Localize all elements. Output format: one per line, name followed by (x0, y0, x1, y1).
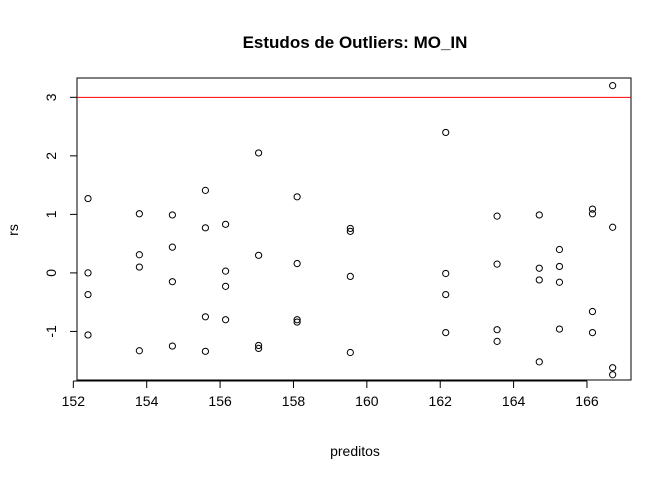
data-point (221, 220, 230, 228)
data-point (346, 224, 354, 233)
data-point (168, 211, 176, 219)
data-point (201, 186, 210, 194)
plot-frame (76, 77, 632, 381)
data-point (84, 331, 92, 339)
data-point (555, 278, 564, 286)
data-point (535, 211, 543, 219)
y-tick-label: 3 (43, 93, 59, 101)
data-point (221, 282, 230, 290)
data-point (221, 316, 230, 324)
x-tick-label: 166 (575, 393, 599, 409)
y-axis-label: rs (5, 224, 21, 236)
x-tick-label: 152 (62, 393, 86, 409)
data-point (609, 364, 617, 372)
x-tick-label: 162 (429, 393, 453, 409)
data-point (442, 328, 450, 337)
x-axis-label: preditos (330, 443, 380, 459)
y-tick-label: 0 (43, 269, 59, 277)
data-point (609, 371, 617, 379)
data-point (168, 278, 176, 286)
chart-title: Estudos de Outliers: MO_IN (243, 33, 468, 52)
data-point (221, 267, 230, 275)
y-tick-label: -1 (43, 325, 59, 338)
y-axis: -1 0 1 2 3 (43, 93, 78, 338)
data-point (535, 276, 543, 284)
y-tick-label: 2 (43, 152, 59, 160)
data-point (535, 358, 543, 366)
data-point (346, 348, 354, 357)
x-tick-label: 160 (355, 393, 379, 409)
data-points (84, 82, 617, 379)
data-point (84, 269, 92, 277)
data-point (588, 205, 597, 213)
data-point (168, 243, 176, 251)
x-tick-label: 156 (208, 393, 232, 409)
data-point (609, 82, 617, 90)
data-point (201, 224, 210, 232)
data-point (442, 269, 450, 278)
data-point (84, 290, 92, 299)
x-axis: 152 154 156 158 160 162 164 166 (62, 380, 599, 409)
data-point (555, 262, 564, 271)
data-point (135, 210, 143, 218)
data-point (135, 251, 143, 259)
data-point (588, 328, 597, 337)
data-point (588, 307, 597, 316)
data-point (135, 263, 143, 271)
data-point (293, 193, 301, 201)
data-point (255, 341, 263, 350)
data-point (493, 260, 501, 268)
data-point (255, 251, 263, 259)
data-point (442, 290, 450, 299)
x-tick-label: 158 (282, 393, 306, 409)
data-point (293, 259, 301, 268)
data-point (493, 326, 501, 334)
data-point (346, 227, 354, 235)
data-point (588, 210, 597, 218)
data-point (535, 264, 543, 272)
data-point (493, 337, 501, 345)
x-tick-label: 154 (135, 393, 159, 409)
data-point (255, 344, 263, 352)
data-point (555, 245, 564, 254)
data-point (293, 316, 301, 324)
data-point (84, 194, 92, 203)
data-point (555, 325, 564, 333)
x-tick-label: 164 (502, 393, 526, 409)
y-tick-label: 1 (43, 210, 59, 218)
data-point (293, 318, 301, 326)
data-point (201, 313, 210, 321)
data-point (168, 342, 176, 350)
data-point (255, 149, 263, 157)
data-point (442, 128, 450, 137)
data-point (493, 212, 501, 220)
data-point (201, 347, 210, 355)
data-point (135, 347, 143, 355)
data-point (609, 223, 617, 231)
data-point (346, 272, 354, 281)
